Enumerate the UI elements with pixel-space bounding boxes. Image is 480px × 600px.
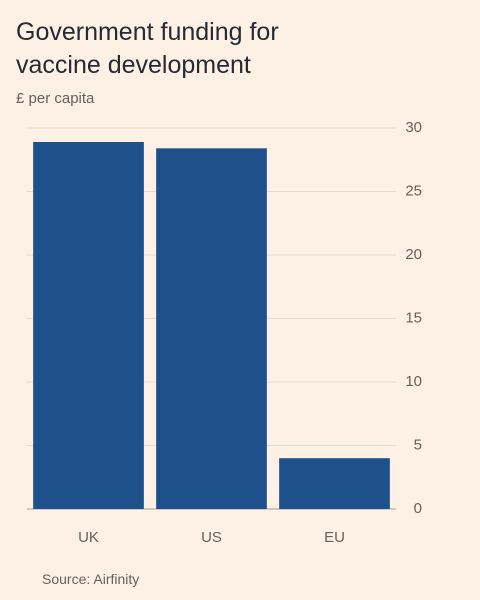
y-tick-label: 0 (414, 500, 422, 517)
bar (156, 148, 267, 509)
bar (279, 458, 390, 509)
chart-title: Government funding for vaccine developme… (16, 18, 279, 79)
chart-subtitle: £ per capita (16, 90, 95, 107)
x-tick-label: UK (78, 529, 99, 546)
y-tick-label: 5 (414, 436, 422, 453)
y-tick-label: 10 (405, 373, 422, 390)
y-tick-label: 25 (405, 182, 422, 199)
x-tick-label: US (201, 529, 222, 546)
y-tick-label: 15 (405, 309, 422, 326)
source-note: Source: Airfinity (42, 571, 140, 587)
x-tick-label: EU (324, 529, 345, 546)
y-tick-label: 20 (405, 246, 422, 263)
bar (33, 141, 144, 509)
y-tick-label: 30 (405, 119, 422, 136)
